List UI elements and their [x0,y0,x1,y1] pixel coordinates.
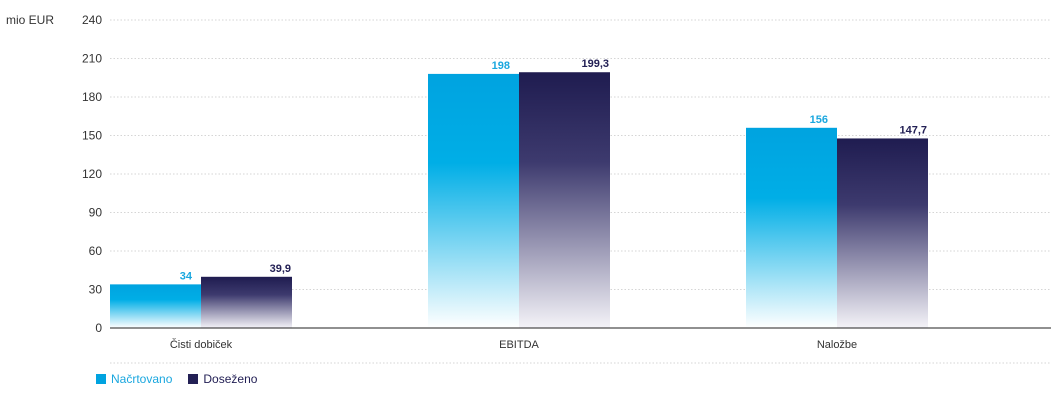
bar-achieved [519,72,610,329]
bar-achieved [837,138,928,328]
axes: 0 30 60 90 120 150 180 210 240 mio EUR Čisti dobič… [6,13,1051,351]
y-tick-label: 0 [95,321,102,335]
y-tick-label: 180 [82,90,102,104]
data-label-planned: 34 [180,270,193,282]
bar-planned [746,127,837,328]
y-tick-label: 150 [82,129,102,143]
x-tick-label: Naložbe [817,339,857,351]
y-tick-label: 30 [89,283,103,297]
bar-planned [428,73,519,329]
legend-item-achieved[interactable]: Doseženo [188,372,257,386]
bar-achieved [201,276,292,328]
data-label-achieved: 147,7 [899,124,927,136]
y-tick-label: 60 [89,244,103,258]
bars [110,72,928,329]
y-tick-label: 210 [82,52,102,66]
y-axis-label: mio EUR [6,13,54,27]
legend-swatch-planned [96,374,106,384]
bar-planned [110,284,201,328]
y-tick-label: 90 [89,206,103,220]
y-tick-label: 120 [82,167,102,181]
data-label-planned: 156 [810,114,828,126]
legend: Načrtovano Doseženo [96,372,257,386]
x-tick-label: Čisti dobiček [170,338,233,351]
legend-swatch-achieved [188,374,199,384]
data-label-achieved: 199,3 [581,58,609,70]
x-tick-label: EBITDA [499,339,539,351]
legend-label-achieved: Doseženo [203,372,258,386]
data-label-achieved: 39,9 [270,263,291,275]
data-label-planned: 198 [492,60,510,72]
data-labels: 34 39,9 198 199,3 156 147,7 [180,58,927,282]
legend-item-planned[interactable]: Načrtovano [96,372,172,386]
y-tick-label: 240 [82,13,102,27]
legend-label-planned: Načrtovano [111,372,173,386]
